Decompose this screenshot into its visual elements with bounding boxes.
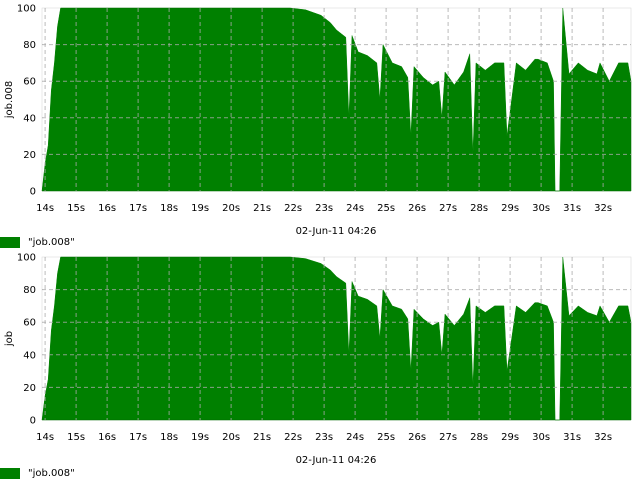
x-tick-label: 28s — [470, 432, 488, 443]
x-axis-label: 02-Jun-11 04:26 — [296, 226, 377, 237]
x-tick-label: 21s — [253, 203, 271, 214]
legend-label: "job.008" — [28, 236, 75, 248]
x-tick-label: 16s — [98, 432, 116, 443]
legend-swatch — [0, 467, 20, 479]
x-tick-label: 32s — [594, 203, 612, 214]
plot-frame — [41, 7, 632, 192]
x-tick-label: 14s — [36, 432, 54, 443]
x-tick-label: 22s — [284, 203, 302, 214]
legend-label: "job.008" — [28, 467, 75, 479]
y-tick-label: 80 — [23, 285, 36, 296]
plot-frame — [41, 256, 632, 421]
x-tick-label: 24s — [346, 203, 364, 214]
x-tick-label: 22s — [284, 432, 302, 443]
y-tick-label: 60 — [23, 318, 36, 329]
y-tick-label: 100 — [17, 4, 36, 15]
x-tick-label: 21s — [253, 432, 271, 443]
x-tick-label: 15s — [67, 432, 85, 443]
x-tick-label: 29s — [501, 203, 519, 214]
x-tick-label: 31s — [563, 203, 581, 214]
x-tick-label: 23s — [315, 203, 333, 214]
x-tick-label: 31s — [563, 432, 581, 443]
x-tick-label: 27s — [439, 203, 457, 214]
x-tick-label: 32s — [594, 432, 612, 443]
y-tick-label: 60 — [23, 77, 36, 88]
y-tick-label: 20 — [23, 383, 36, 394]
x-tick-label: 18s — [160, 203, 178, 214]
y-tick-label: 0 — [30, 416, 36, 427]
legend: "job.008" — [0, 235, 75, 249]
x-tick-label: 19s — [191, 432, 209, 443]
y-tick-label: 80 — [23, 40, 36, 51]
x-tick-label: 29s — [501, 432, 519, 443]
x-tick-label: 26s — [408, 432, 426, 443]
x-tick-label: 24s — [346, 432, 364, 443]
y-tick-label: 40 — [23, 113, 36, 124]
x-tick-label: 25s — [377, 203, 395, 214]
y-tick-label: 100 — [17, 253, 36, 264]
x-tick-label: 14s — [36, 203, 54, 214]
x-tick-label: 23s — [315, 432, 333, 443]
y-tick-label: 0 — [30, 187, 36, 198]
legend: "job.008" — [0, 466, 75, 480]
y-tick-label: 40 — [23, 350, 36, 361]
legend-swatch — [0, 236, 20, 248]
x-tick-label: 25s — [377, 432, 395, 443]
y-axis-label: job.008 — [4, 81, 15, 120]
x-tick-label: 20s — [222, 203, 240, 214]
x-tick-label: 15s — [67, 203, 85, 214]
y-axis-label: job — [4, 331, 15, 347]
x-tick-label: 26s — [408, 203, 426, 214]
x-tick-label: 20s — [222, 432, 240, 443]
series-area — [41, 256, 632, 421]
x-tick-label: 30s — [532, 203, 550, 214]
y-tick-label: 20 — [23, 150, 36, 161]
series-area — [41, 7, 632, 192]
x-tick-label: 16s — [98, 203, 116, 214]
x-tick-label: 27s — [439, 432, 457, 443]
x-tick-label: 17s — [129, 432, 147, 443]
x-tick-label: 17s — [129, 203, 147, 214]
x-tick-label: 18s — [160, 432, 178, 443]
x-tick-label: 19s — [191, 203, 209, 214]
x-tick-label: 28s — [470, 203, 488, 214]
x-axis-label: 02-Jun-11 04:26 — [296, 455, 377, 466]
x-tick-label: 30s — [532, 432, 550, 443]
